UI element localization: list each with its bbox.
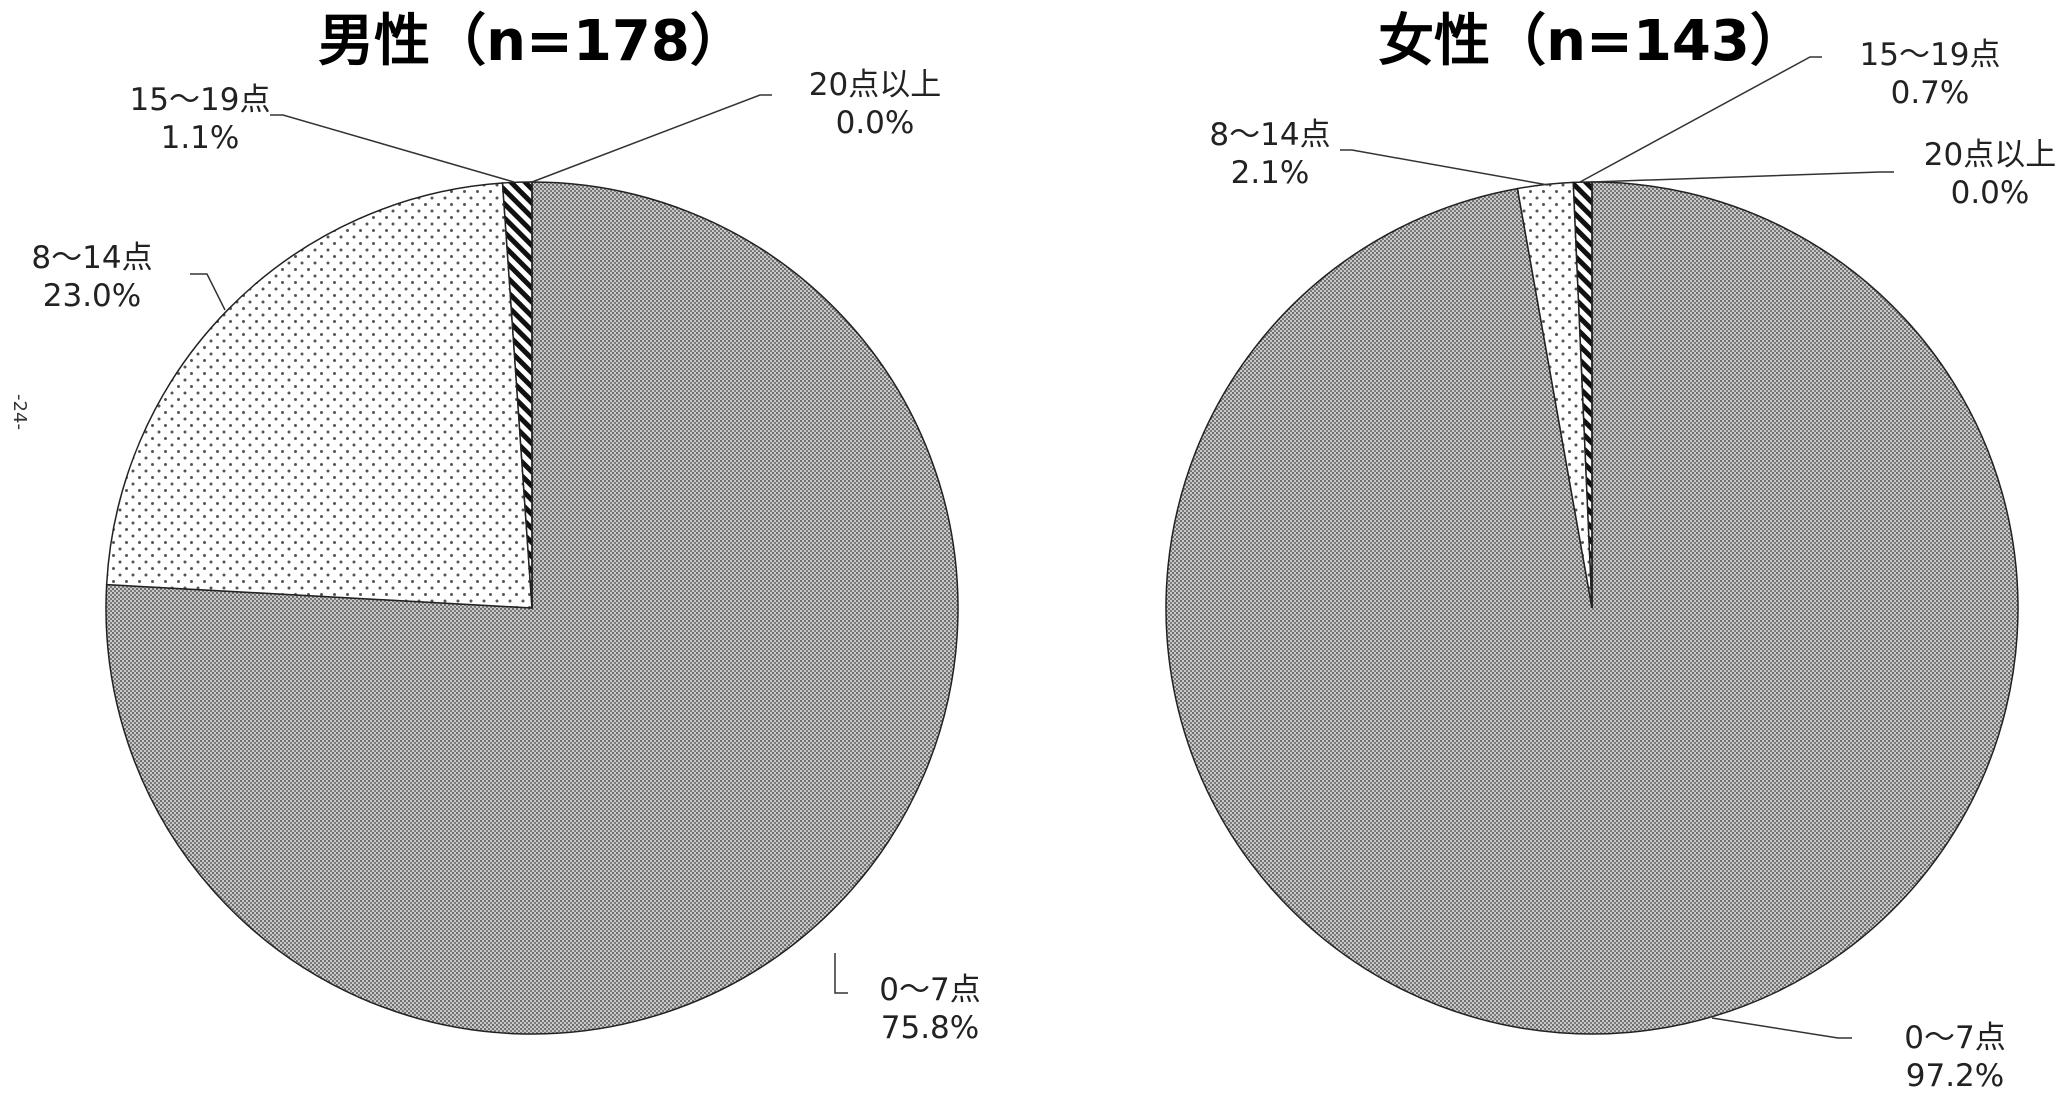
leader-line (531, 94, 772, 183)
percent-label: 0.0% (836, 105, 915, 141)
leader-line (834, 953, 848, 994)
leader-line (270, 114, 515, 183)
percent-label: 0.7% (1891, 75, 1970, 111)
chart-title: 女性（n=143） (1378, 9, 1806, 74)
percent-label: 1.1% (161, 120, 240, 156)
category-label: 15～19点 (1860, 37, 2001, 73)
leader-line (1591, 171, 1894, 183)
category-label: 0～7点 (1904, 1020, 2005, 1056)
category-label: 8～14点 (31, 240, 152, 276)
slice-8-14 (105, 182, 533, 609)
leader-line (1340, 149, 1549, 186)
chart-title: 男性（n=178） (318, 9, 746, 74)
category-label: 8～14点 (1209, 117, 1330, 153)
percent-label: 75.8% (881, 1010, 979, 1046)
percent-label: 97.2% (1906, 1058, 2004, 1094)
page-number: -24- (9, 394, 30, 430)
leader-line (1579, 56, 1822, 183)
percent-label: 0.0% (1951, 175, 2030, 211)
category-label: 15～19点 (130, 82, 271, 118)
leader-line (1711, 1017, 1852, 1039)
category-label: 20点以上 (1924, 137, 2056, 173)
leader-line (190, 273, 226, 311)
percent-label: 23.0% (43, 278, 141, 314)
category-label: 0～7点 (879, 972, 980, 1008)
category-label: 20点以上 (809, 67, 941, 103)
percent-label: 2.1% (1231, 155, 1310, 191)
